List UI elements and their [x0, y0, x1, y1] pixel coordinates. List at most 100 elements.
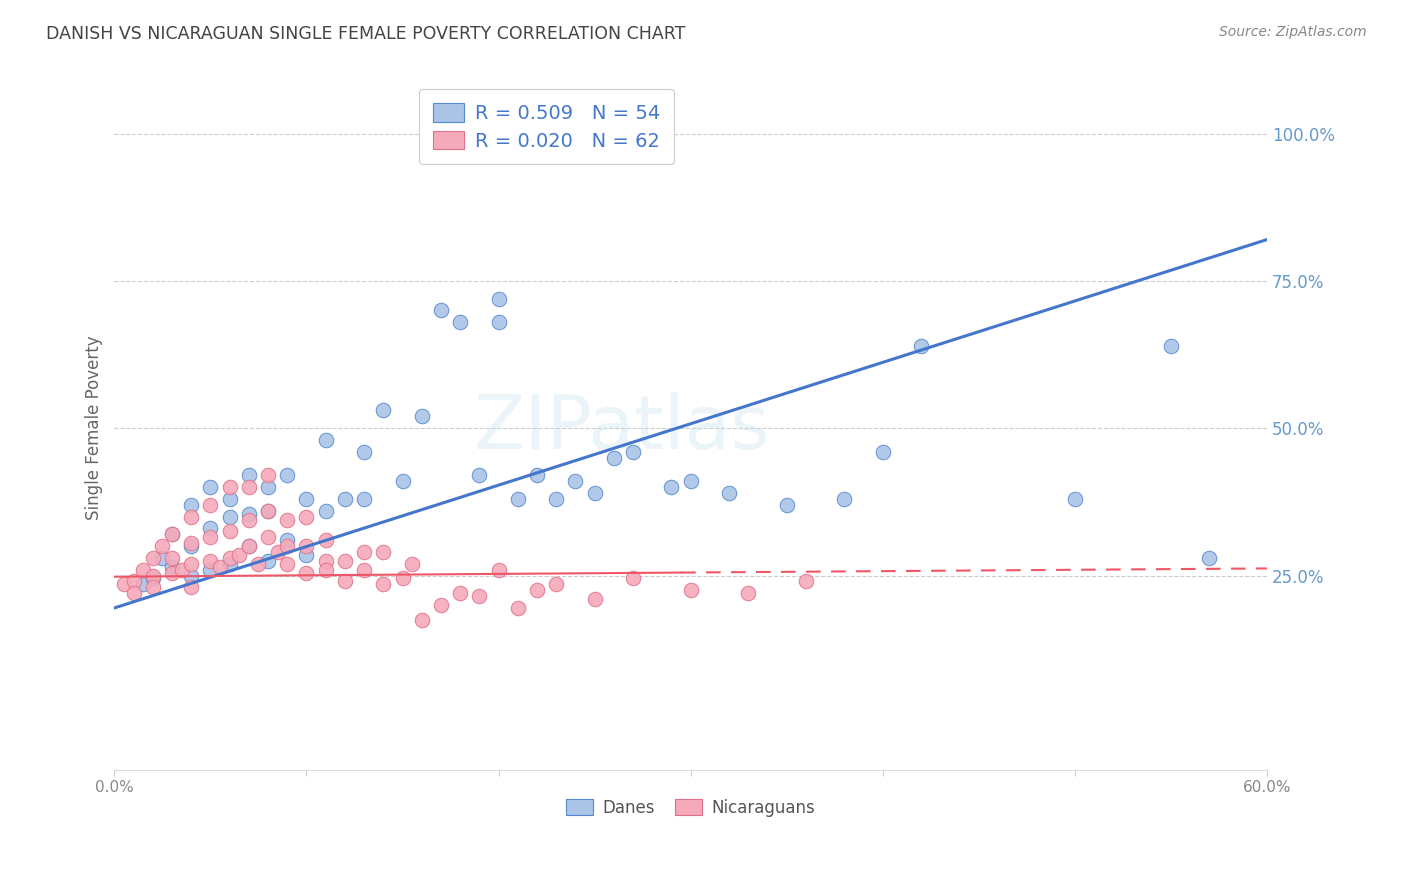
Point — [180, 509, 202, 524]
Point — [468, 468, 491, 483]
Point — [200, 521, 222, 535]
Point — [776, 498, 799, 512]
Point — [315, 554, 337, 568]
Point — [353, 545, 375, 559]
Point — [526, 583, 548, 598]
Point — [679, 474, 702, 488]
Point — [112, 577, 135, 591]
Point — [1160, 339, 1182, 353]
Legend: Danes, Nicaraguans: Danes, Nicaraguans — [560, 792, 823, 823]
Point — [228, 548, 250, 562]
Point — [142, 580, 165, 594]
Point — [910, 339, 932, 353]
Point — [661, 480, 683, 494]
Point — [238, 512, 260, 526]
Point — [218, 480, 240, 494]
Point — [373, 545, 395, 559]
Point — [200, 563, 222, 577]
Point — [794, 574, 817, 589]
Point — [276, 539, 298, 553]
Point — [333, 574, 356, 589]
Point — [170, 563, 193, 577]
Point — [449, 586, 471, 600]
Point — [276, 512, 298, 526]
Point — [401, 557, 423, 571]
Point — [180, 557, 202, 571]
Point — [276, 533, 298, 548]
Point — [122, 586, 145, 600]
Point — [546, 491, 568, 506]
Point — [257, 504, 280, 518]
Point — [449, 315, 471, 329]
Point — [160, 550, 183, 565]
Point — [295, 548, 318, 562]
Point — [373, 577, 395, 591]
Point — [679, 583, 702, 598]
Point — [238, 507, 260, 521]
Point — [132, 563, 155, 577]
Point — [315, 563, 337, 577]
Text: ZIPatlas: ZIPatlas — [474, 392, 769, 465]
Point — [333, 491, 356, 506]
Point — [160, 566, 183, 580]
Point — [276, 468, 298, 483]
Point — [430, 303, 453, 318]
Point — [583, 486, 606, 500]
Point — [200, 530, 222, 544]
Point — [621, 444, 644, 458]
Point — [200, 498, 222, 512]
Point — [295, 566, 318, 580]
Point — [200, 554, 222, 568]
Text: DANISH VS NICARAGUAN SINGLE FEMALE POVERTY CORRELATION CHART: DANISH VS NICARAGUAN SINGLE FEMALE POVER… — [46, 25, 686, 43]
Point — [218, 557, 240, 571]
Point — [152, 539, 174, 553]
Point — [295, 491, 318, 506]
Point — [411, 613, 433, 627]
Point — [160, 527, 183, 541]
Point — [333, 554, 356, 568]
Point — [603, 450, 626, 465]
Point — [430, 598, 453, 612]
Point — [247, 557, 270, 571]
Point — [218, 550, 240, 565]
Point — [276, 557, 298, 571]
Point — [160, 559, 183, 574]
Point — [506, 601, 529, 615]
Point — [411, 409, 433, 424]
Point — [142, 568, 165, 582]
Point — [488, 563, 510, 577]
Point — [834, 491, 856, 506]
Point — [546, 577, 568, 591]
Point — [295, 539, 318, 553]
Point — [209, 559, 232, 574]
Point — [564, 474, 586, 488]
Point — [180, 568, 202, 582]
Point — [218, 524, 240, 539]
Point — [1063, 491, 1085, 506]
Point — [1198, 550, 1220, 565]
Point — [132, 577, 155, 591]
Point — [180, 580, 202, 594]
Point — [180, 539, 202, 553]
Text: Source: ZipAtlas.com: Source: ZipAtlas.com — [1219, 25, 1367, 39]
Point — [238, 468, 260, 483]
Point — [142, 571, 165, 585]
Point — [266, 545, 288, 559]
Point — [621, 571, 644, 585]
Point — [238, 539, 260, 553]
Point — [315, 433, 337, 447]
Point — [583, 592, 606, 607]
Point — [737, 586, 759, 600]
Point — [122, 574, 145, 589]
Point — [526, 468, 548, 483]
Point — [315, 533, 337, 548]
Point — [218, 491, 240, 506]
Point — [142, 550, 165, 565]
Point — [180, 498, 202, 512]
Point — [257, 504, 280, 518]
Point — [152, 550, 174, 565]
Point — [488, 292, 510, 306]
Point — [160, 527, 183, 541]
Point — [257, 480, 280, 494]
Point — [257, 554, 280, 568]
